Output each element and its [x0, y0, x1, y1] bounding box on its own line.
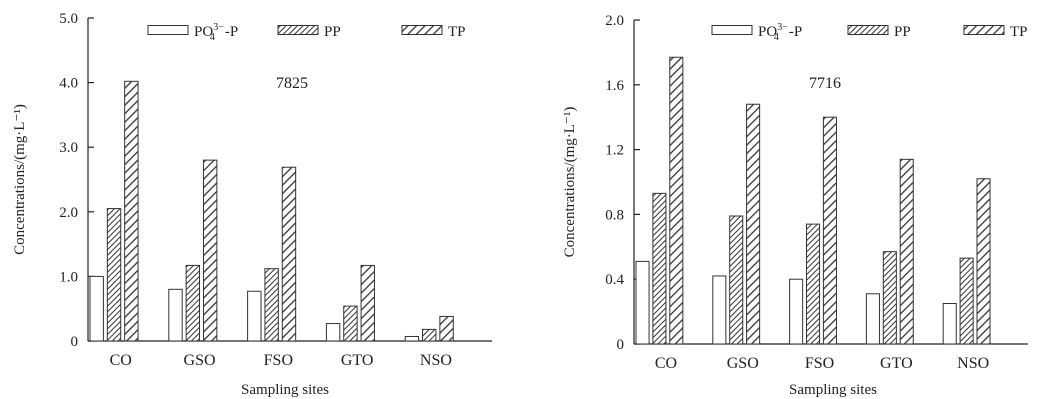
bar-po4-p-gto	[865, 293, 880, 345]
chart-panel-2: 0 0.4 0.8 1.2 1.6 2.0 Concentrations/(mg·L⁻¹) S…	[562, 13, 1028, 398]
y-tick-label: 1.0	[59, 269, 78, 285]
bar-po4-p-co	[635, 260, 650, 345]
chart-panel-1: 0 1.0 2.0 3.0 4.0 5.0 Concentrations/(mg·L⁻¹) S…	[12, 11, 492, 398]
y-axis-label: Concentrations/(mg·L⁻¹)	[12, 104, 28, 255]
bar-po4-p-nso	[942, 303, 957, 345]
bar-po4-p-nso	[404, 335, 420, 342]
bar-pp-gto	[343, 305, 358, 342]
bar-tp-fso	[822, 116, 837, 345]
bar-tp-nso	[976, 178, 991, 345]
y-tick-label: 4.0	[59, 76, 78, 92]
x-tick-label: FSO	[264, 352, 293, 369]
bar-pp-nso	[422, 328, 437, 342]
bar-po4-p-fso	[789, 278, 804, 345]
x-axis-label: Sampling sites	[789, 382, 877, 398]
bar-tp-co	[124, 80, 139, 342]
y-tick-label: 2.0	[605, 13, 624, 29]
legend-label-po4: PO3− 4 -P	[194, 22, 238, 43]
bar-po4-p-gso	[712, 275, 727, 345]
x-tick-label: CO	[110, 352, 132, 369]
panel-annotation: 7716	[809, 75, 841, 92]
bar-tp-gso	[746, 103, 761, 345]
legend-swatch	[277, 25, 319, 35]
x-axis-label: Sampling sites	[241, 382, 329, 398]
bar-pp-gso	[185, 264, 201, 342]
y-tick-label: 5.0	[59, 11, 78, 27]
bar-tp-nso	[439, 315, 454, 342]
legend-swatch	[711, 25, 753, 35]
y-tick-label: 3.0	[59, 140, 78, 156]
legend-label-po4: PO3− 4 -P	[758, 22, 802, 43]
bar-po4-p-fso	[247, 290, 262, 342]
bar-pp-fso	[805, 223, 821, 345]
bar-pp-gso	[729, 215, 744, 345]
legend-swatch	[401, 25, 443, 35]
legend-swatch	[847, 25, 889, 35]
bar-pp-co	[652, 192, 667, 345]
x-tick-label: GTO	[880, 355, 913, 372]
x-tick-label: FSO	[805, 355, 834, 372]
bar-tp-co	[669, 56, 684, 345]
bar-pp-nso	[959, 257, 974, 345]
bar-po4-p-gto	[325, 323, 341, 342]
legend-swatch	[147, 25, 189, 35]
bar-tp-gto	[360, 264, 375, 342]
y-tick-label: 0.8	[605, 207, 624, 223]
x-tick-label: NSO	[957, 355, 989, 372]
bar-pp-gto	[882, 251, 897, 345]
y-axis-label: Concentrations/(mg·L⁻¹)	[562, 107, 578, 258]
y-tick-label: 0	[71, 334, 79, 350]
legend-label-pp: PP	[894, 24, 911, 40]
y-tick-label: 1.6	[605, 78, 624, 94]
legend-swatch	[963, 25, 1005, 35]
x-tick-label: GSO	[727, 355, 759, 372]
bar-pp-co	[106, 208, 122, 342]
legend-label-tp: TP	[1010, 24, 1028, 40]
bar-tp-fso	[281, 166, 297, 342]
x-tick-label: NSO	[420, 352, 452, 369]
bar-pp-fso	[264, 268, 279, 342]
x-tick-label: GTO	[341, 352, 374, 369]
legend-label-pp: PP	[324, 24, 341, 40]
bar-po4-p-gso	[168, 288, 183, 342]
x-tick-label: GSO	[184, 352, 216, 369]
y-tick-label: 0.4	[605, 272, 624, 288]
bar-tp-gso	[202, 159, 218, 342]
bar-tp-gto	[899, 158, 914, 345]
panel-annotation: 7825	[276, 75, 308, 92]
y-tick-label: 1.2	[605, 143, 624, 159]
x-tick-label: CO	[655, 355, 677, 372]
y-tick-label: 0	[617, 337, 625, 353]
y-tick-label: 2.0	[59, 205, 78, 221]
legend-label-tp: TP	[448, 24, 466, 40]
bar-po4-p-co	[89, 275, 104, 342]
